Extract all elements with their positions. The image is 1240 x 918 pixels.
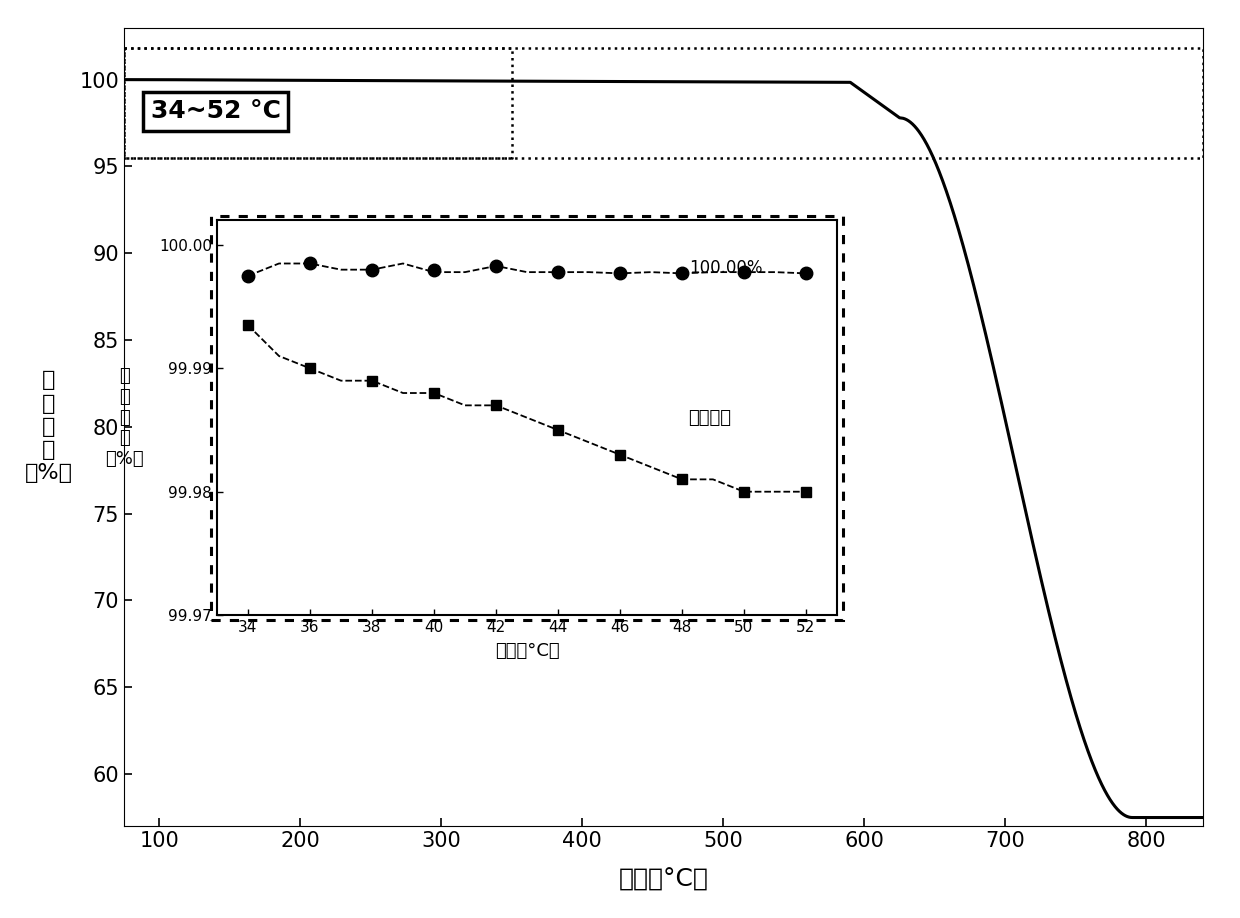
Text: 34~52 °C: 34~52 °C [151,99,281,123]
X-axis label: 温度（°C）: 温度（°C） [495,642,559,660]
X-axis label: 温度（°C）: 温度（°C） [619,868,708,891]
Y-axis label: 百
分
失
重
（%）: 百 分 失 重 （%） [105,367,144,468]
Text: 100.00%: 100.00% [688,259,763,276]
Text: 百分失重: 百分失重 [688,409,732,427]
Y-axis label: 百
分
失
重
（%）: 百 分 失 重 （%） [25,371,72,483]
